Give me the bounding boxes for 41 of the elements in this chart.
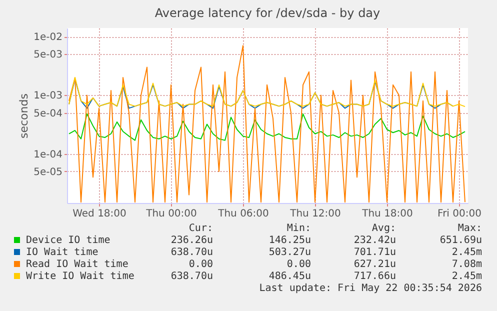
- x-tick-label: Wed 18:00: [72, 208, 126, 220]
- legend-label: Device IO time: [26, 235, 110, 246]
- text: 638.70u: [170, 271, 213, 282]
- y-tick-label: 1e-02: [34, 32, 62, 44]
- x-tick-label: Fri 00:00: [438, 208, 482, 220]
- text: 717.66u: [354, 271, 396, 282]
- text: 701.71u: [354, 247, 396, 258]
- text: Max:: [458, 223, 482, 234]
- text: 2.45m: [452, 247, 482, 258]
- text: Last update: Fri May 22 00:35:54 2026: [259, 283, 482, 294]
- y-axis-title: seconds: [18, 93, 31, 138]
- text: 2.45m: [452, 271, 482, 282]
- text: Cur:: [188, 223, 213, 234]
- y-tick-label: 5e-04: [34, 108, 62, 120]
- text: 638.70u: [170, 247, 213, 258]
- text: 627.21u: [354, 259, 396, 270]
- text: 503.27u: [268, 247, 311, 258]
- text: 0.00: [188, 259, 213, 270]
- text: 236.26u: [170, 235, 213, 246]
- x-tick-label: Thu 12:00: [289, 208, 341, 220]
- line-series: [68, 113, 466, 141]
- text: Min:: [286, 223, 311, 234]
- chart-title: Average latency for /dev/sda - by day: [154, 6, 380, 20]
- y-tick-label: 1e-04: [34, 149, 62, 160]
- text: 486.45u: [268, 271, 311, 282]
- x-tick-label: Thu 18:00: [361, 208, 413, 220]
- text: Avg:: [372, 223, 396, 234]
- text: 0.00: [286, 259, 311, 270]
- text: 232.42u: [354, 235, 396, 246]
- legend-label: Write IO Wait time: [26, 271, 134, 282]
- x-tick-label: Thu 06:00: [217, 208, 269, 220]
- y-tick-label: 5e-03: [34, 50, 62, 61]
- y-tick-label: 1e-03: [34, 90, 62, 102]
- legend-label: Read IO Wait time: [26, 259, 128, 270]
- y-tick-label: 5e-05: [34, 166, 62, 178]
- legend-label: IO Wait time: [26, 247, 98, 258]
- text: 146.25u: [268, 235, 311, 246]
- line-series: [68, 45, 466, 203]
- x-tick-label: Thu 00:00: [145, 208, 197, 220]
- text: 651.69u: [440, 235, 482, 246]
- text: 7.08m: [452, 259, 482, 270]
